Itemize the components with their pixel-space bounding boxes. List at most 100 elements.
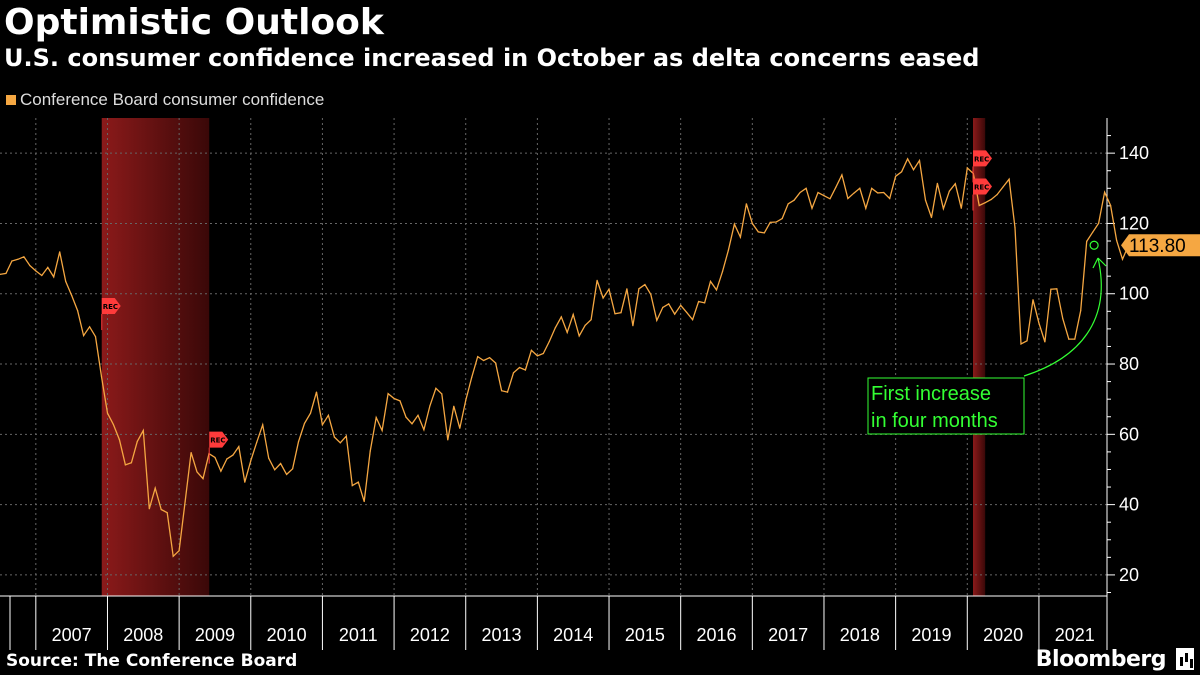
- data-point: [512, 372, 515, 374]
- year-label-2009: 2009: [195, 625, 235, 645]
- rec-flag-label: REC: [974, 184, 989, 192]
- data-point: [1068, 338, 1070, 340]
- chart-subtitle: U.S. consumer confidence increased in Oc…: [4, 44, 980, 72]
- data-point: [1014, 227, 1016, 229]
- data-point: [393, 397, 395, 400]
- data-point: [118, 439, 120, 441]
- data-point: [381, 429, 383, 432]
- data-point: [871, 187, 873, 189]
- data-point: [297, 441, 300, 443]
- data-point: [536, 355, 539, 357]
- data-point: [124, 464, 126, 466]
- data-point: [59, 251, 61, 253]
- data-point: [548, 340, 550, 343]
- annotation-arrow-line: [1023, 257, 1102, 377]
- data-point: [978, 204, 980, 207]
- data-point: [166, 512, 168, 514]
- rec-flag-0: REC: [101, 298, 121, 331]
- legend-swatch: [6, 95, 16, 105]
- data-point: [787, 203, 789, 205]
- data-point: [602, 297, 604, 299]
- annotation-target-circle: [1089, 240, 1099, 250]
- data-point: [883, 191, 885, 194]
- data-point: [1086, 240, 1088, 242]
- data-point: [769, 221, 771, 223]
- data-point: [435, 387, 437, 389]
- year-label-2008: 2008: [123, 625, 163, 645]
- data-point: [47, 266, 49, 268]
- data-point: [250, 460, 252, 462]
- data-point: [11, 260, 13, 262]
- data-point: [763, 232, 765, 234]
- data-point: [41, 274, 43, 277]
- data-point: [590, 319, 592, 321]
- rec-flag-label: REC: [974, 155, 989, 163]
- data-point: [912, 169, 915, 171]
- data-point: [333, 436, 335, 438]
- bloomberg-mark-icon: [1176, 648, 1194, 670]
- data-point: [226, 458, 228, 460]
- data-point: [811, 207, 813, 209]
- rec-flag-label: REC: [210, 437, 225, 445]
- data-point: [268, 457, 270, 459]
- data-point: [518, 366, 521, 369]
- data-point: [471, 376, 473, 378]
- data-point: [441, 393, 443, 395]
- data-point: [477, 356, 479, 358]
- data-point: [190, 452, 192, 454]
- data-point: [907, 158, 909, 160]
- data-point: [154, 487, 156, 489]
- data-point: [23, 256, 25, 258]
- data-point: [459, 427, 461, 429]
- data-point: [256, 441, 258, 443]
- data-point: [130, 462, 132, 464]
- data-point: [530, 349, 533, 351]
- chart-title: Optimistic Outlook: [4, 2, 384, 43]
- data-point: [94, 336, 97, 338]
- ytick-label-40: 40: [1119, 495, 1139, 515]
- year-label-2014: 2014: [553, 625, 593, 645]
- data-point: [1110, 204, 1112, 207]
- data-point: [733, 223, 736, 225]
- last-value-marker: 113.80: [1121, 234, 1200, 257]
- data-point: [692, 319, 694, 321]
- data-point: [1044, 341, 1046, 343]
- data-point: [554, 327, 556, 329]
- year-label-2012: 2012: [410, 625, 450, 645]
- data-point: [83, 335, 85, 337]
- data-point: [727, 249, 730, 251]
- data-point: [936, 182, 939, 184]
- data-point: [417, 414, 419, 416]
- data-point: [309, 412, 312, 414]
- data-point: [369, 450, 371, 452]
- data-point: [178, 550, 180, 552]
- data-point: [757, 231, 759, 233]
- data-point: [495, 362, 497, 364]
- rec-flag-3: REC: [972, 178, 993, 211]
- data-point: [853, 192, 855, 194]
- data-point: [674, 313, 676, 315]
- data-point: [196, 471, 198, 473]
- data-point: [889, 197, 891, 200]
- data-point: [483, 359, 485, 362]
- year-label-2013: 2013: [482, 625, 522, 645]
- ytick-label-100: 100: [1119, 284, 1149, 304]
- recession-band-0: [101, 118, 210, 596]
- data-point: [77, 310, 79, 312]
- data-point: [321, 424, 323, 426]
- data-point: [668, 303, 670, 305]
- data-point: [53, 276, 55, 278]
- data-point: [698, 300, 700, 303]
- rec-flag-shape: [973, 150, 993, 167]
- data-point: [429, 405, 431, 407]
- data-point: [584, 324, 586, 326]
- data-point: [65, 280, 67, 282]
- data-point: [363, 500, 365, 503]
- data-point: [262, 424, 264, 426]
- data-point: [136, 440, 138, 442]
- data-point: [238, 446, 240, 448]
- data-point: [1074, 338, 1076, 340]
- data-point: [71, 294, 73, 297]
- data-point: [620, 312, 622, 314]
- last-value-tag: [1121, 234, 1200, 257]
